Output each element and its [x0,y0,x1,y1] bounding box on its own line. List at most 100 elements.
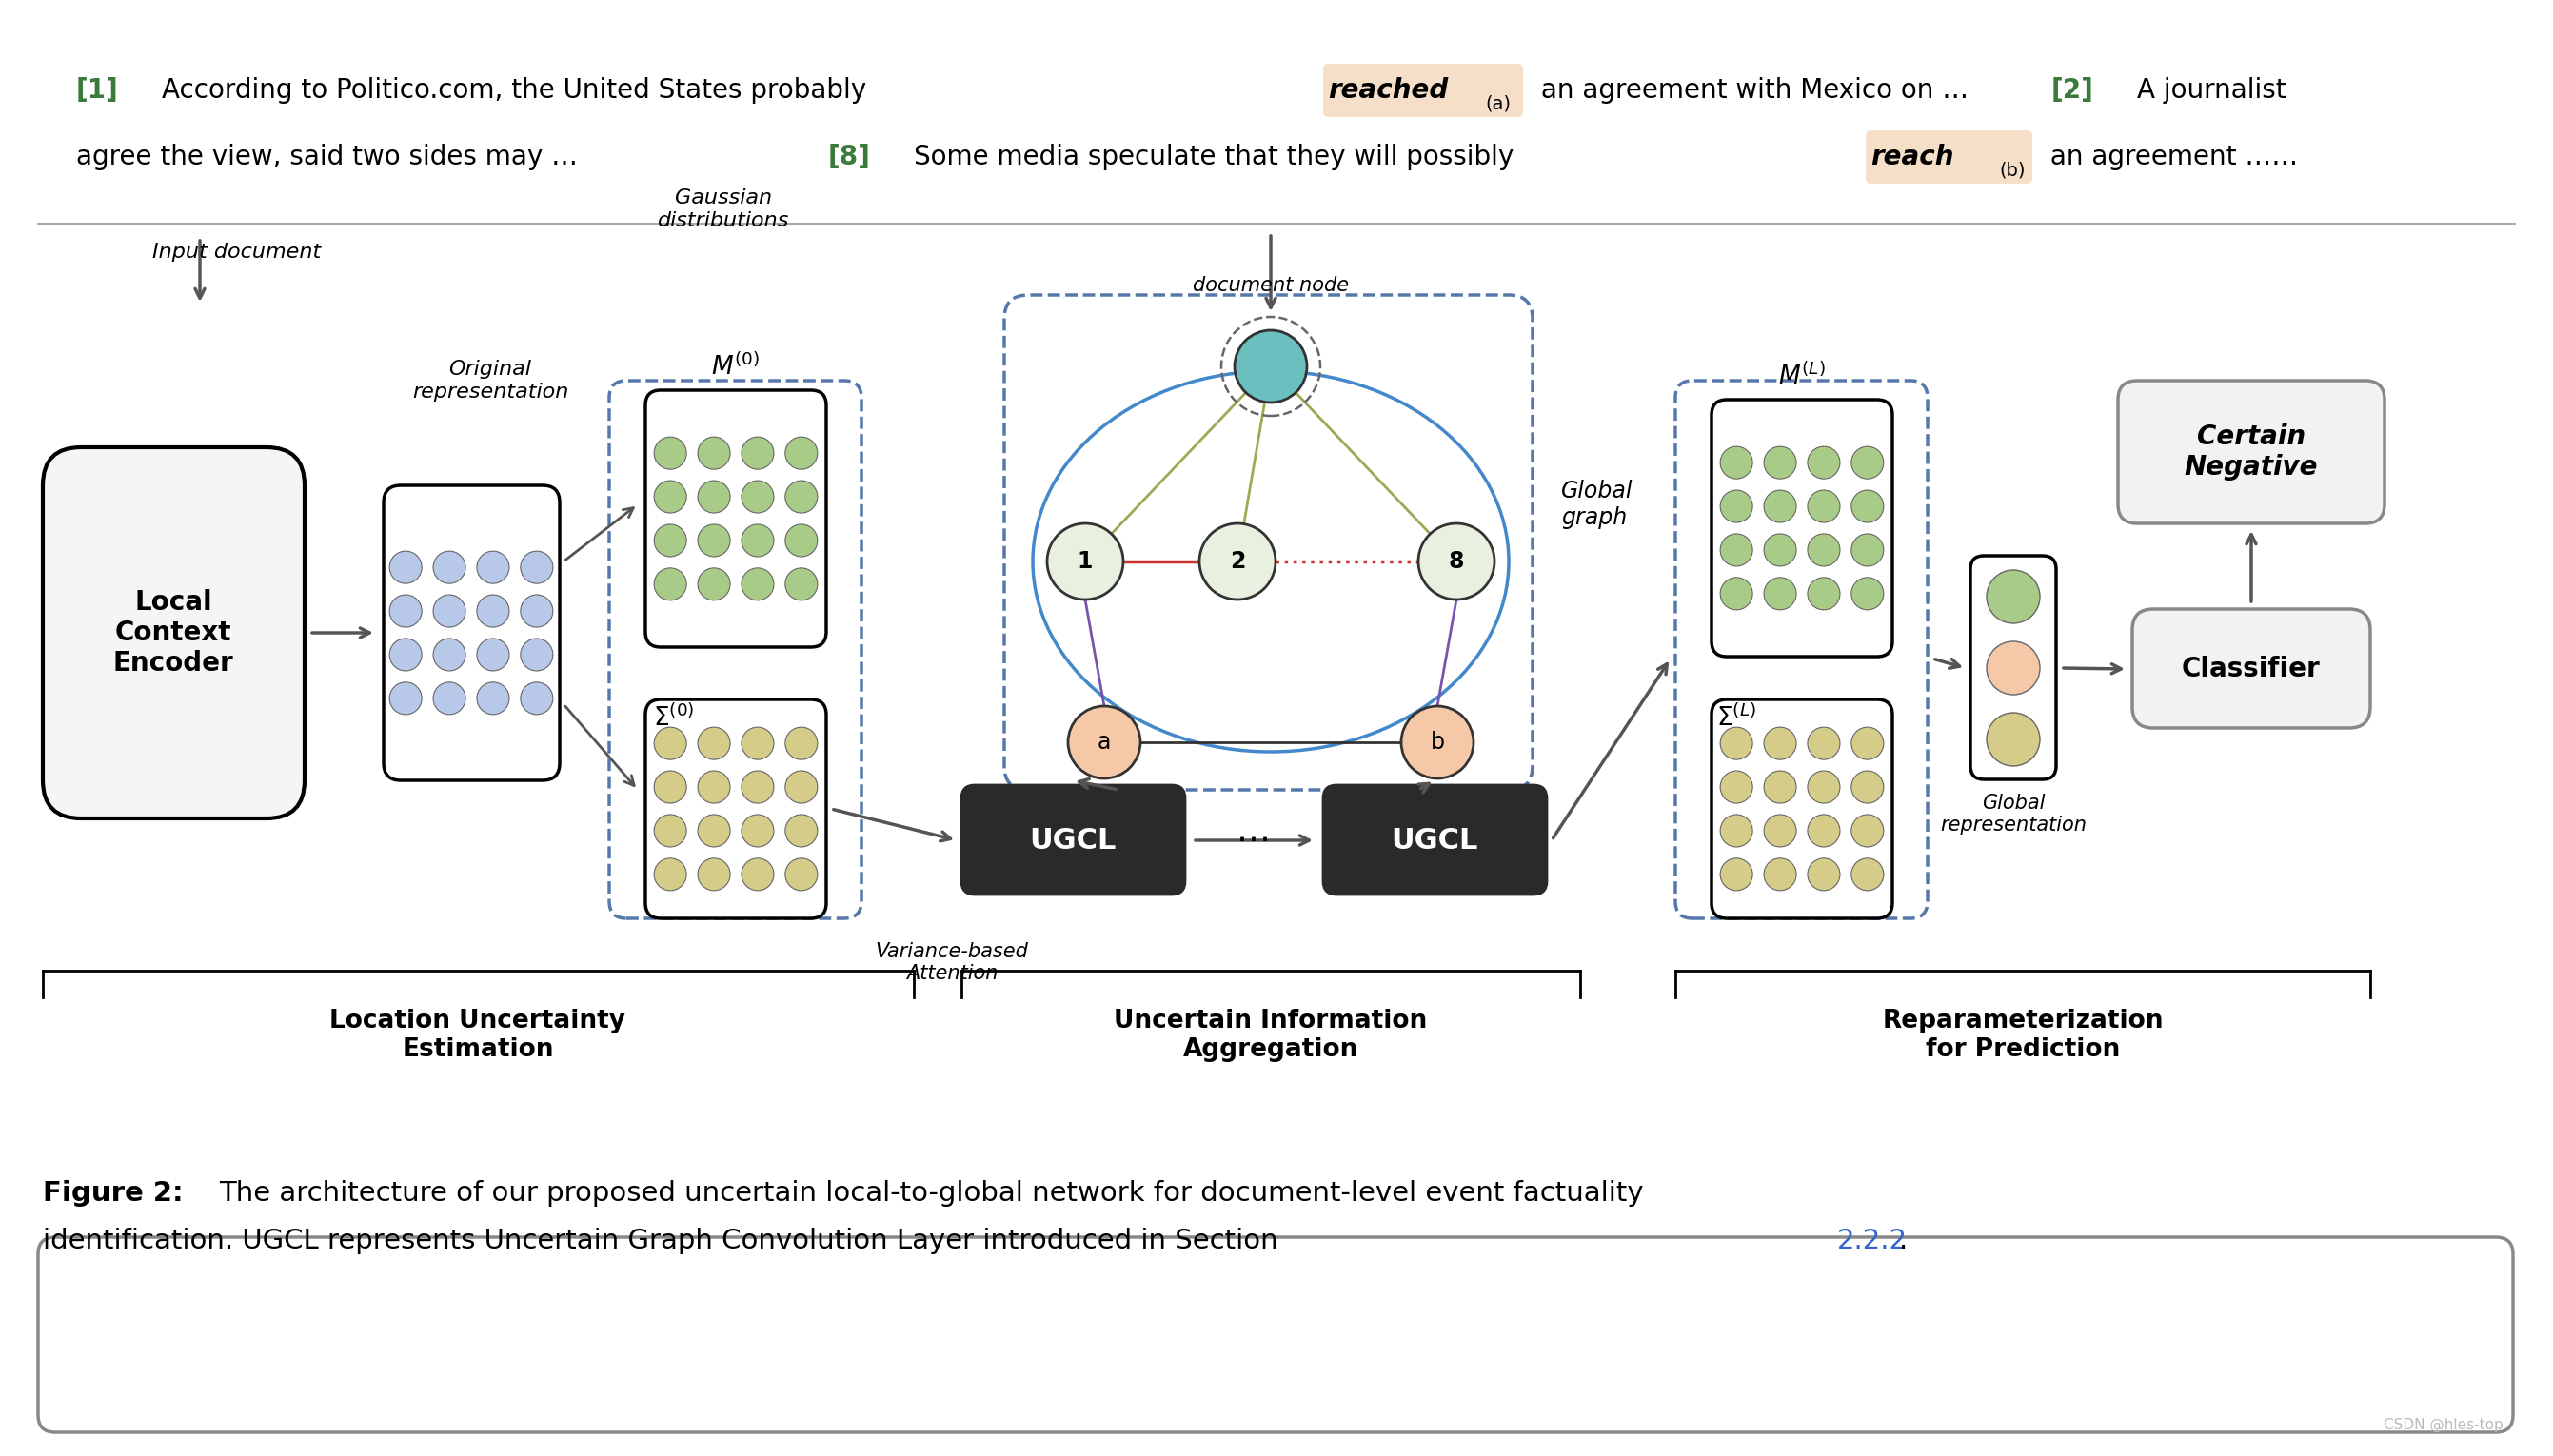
Text: (b): (b) [1999,162,2025,179]
Circle shape [740,814,774,847]
Circle shape [1764,578,1797,610]
Text: document node: document node [1192,277,1348,296]
Circle shape [391,552,421,584]
Circle shape [1764,447,1797,479]
Circle shape [1764,858,1797,891]
Circle shape [1808,814,1841,847]
FancyBboxPatch shape [962,785,1185,894]
Text: UGCL: UGCL [1029,827,1116,855]
Text: [2]: [2] [2053,77,2093,103]
Text: According to Politico.com, the United States probably: According to Politico.com, the United St… [161,77,876,103]
Circle shape [786,814,817,847]
Circle shape [786,568,817,600]
Circle shape [697,770,730,804]
Circle shape [1851,770,1884,804]
Circle shape [1047,523,1123,600]
Circle shape [477,683,508,715]
Circle shape [1721,858,1751,891]
Circle shape [391,639,421,671]
Circle shape [1764,534,1797,566]
Circle shape [1721,770,1751,804]
Text: Reparameterization
for Prediction: Reparameterization for Prediction [1882,1009,2162,1061]
Circle shape [1851,447,1884,479]
Circle shape [786,437,817,469]
Circle shape [1851,578,1884,610]
FancyBboxPatch shape [43,447,304,818]
Circle shape [740,727,774,760]
Circle shape [740,524,774,556]
FancyBboxPatch shape [38,1238,2512,1433]
Circle shape [1721,447,1751,479]
Text: 2: 2 [1231,550,1246,572]
Circle shape [697,524,730,556]
Circle shape [654,480,687,513]
Circle shape [1721,578,1751,610]
Text: 2.2.2: 2.2.2 [1838,1227,1907,1254]
Circle shape [521,596,554,628]
Circle shape [1808,858,1841,891]
Circle shape [654,858,687,891]
Circle shape [740,770,774,804]
Circle shape [654,524,687,556]
Circle shape [786,858,817,891]
Circle shape [1851,814,1884,847]
Text: b: b [1430,731,1445,754]
Text: Location Uncertainty
Estimation: Location Uncertainty Estimation [329,1009,625,1061]
Text: $M^{(L)}$: $M^{(L)}$ [1779,363,1825,390]
Text: [1]: [1] [77,77,120,103]
Circle shape [740,480,774,513]
Text: Figure 2:: Figure 2: [43,1179,184,1207]
Circle shape [477,552,508,584]
Circle shape [1067,706,1141,779]
Text: ⋯: ⋯ [1236,824,1271,856]
Circle shape [1721,534,1751,566]
Circle shape [1419,523,1494,600]
Text: .: . [1899,1227,1907,1254]
Circle shape [697,437,730,469]
Text: Gaussian
distributions: Gaussian distributions [659,189,789,230]
Circle shape [786,770,817,804]
Circle shape [1236,331,1307,402]
Text: $M^{(0)}$: $M^{(0)}$ [712,354,761,380]
Text: agree the view, said two sides may …: agree the view, said two sides may … [77,144,587,170]
Circle shape [1851,727,1884,760]
Text: Classifier: Classifier [2183,655,2321,683]
Circle shape [1851,491,1884,523]
Text: Original
representation: Original representation [411,360,569,402]
Circle shape [740,437,774,469]
FancyBboxPatch shape [1322,64,1524,116]
FancyBboxPatch shape [646,390,827,646]
Circle shape [434,683,465,715]
Circle shape [786,480,817,513]
Text: CSDN @hles-top: CSDN @hles-top [2385,1418,2504,1433]
Text: A journalist: A journalist [2137,77,2285,103]
Circle shape [434,552,465,584]
FancyBboxPatch shape [1711,400,1892,657]
Circle shape [697,480,730,513]
Circle shape [1851,858,1884,891]
Circle shape [786,727,817,760]
Text: Variance-based
Attention: Variance-based Attention [876,942,1029,983]
Circle shape [1986,713,2040,766]
Text: 1: 1 [1077,550,1093,572]
Circle shape [654,568,687,600]
Circle shape [1721,727,1751,760]
Circle shape [1808,534,1841,566]
Circle shape [654,814,687,847]
Circle shape [654,727,687,760]
Circle shape [654,770,687,804]
Circle shape [477,639,508,671]
Circle shape [697,727,730,760]
Circle shape [1808,770,1841,804]
Circle shape [1986,642,2040,695]
FancyBboxPatch shape [646,699,827,919]
Circle shape [434,596,465,628]
Text: a: a [1098,731,1111,754]
Text: identification. UGCL represents Uncertain Graph Convolution Layer introduced in : identification. UGCL represents Uncertai… [43,1227,1287,1254]
Text: reached: reached [1328,77,1448,103]
Text: (a): (a) [1486,95,1511,112]
FancyBboxPatch shape [1971,556,2055,779]
FancyBboxPatch shape [2119,380,2385,523]
Circle shape [654,437,687,469]
Circle shape [1764,770,1797,804]
